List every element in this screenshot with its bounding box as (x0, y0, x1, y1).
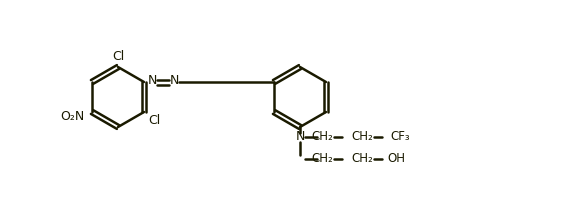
Text: CF₃: CF₃ (390, 130, 410, 144)
Text: CH₂: CH₂ (311, 153, 333, 166)
Text: Cl: Cl (148, 113, 160, 126)
Text: CH₂: CH₂ (311, 130, 333, 144)
Text: O₂N: O₂N (60, 110, 84, 122)
Text: CH₂: CH₂ (351, 153, 373, 166)
Text: OH: OH (387, 153, 405, 166)
Text: Cl: Cl (112, 51, 124, 64)
Text: N: N (148, 74, 157, 88)
Text: N: N (295, 130, 305, 144)
Text: N: N (169, 74, 178, 88)
Text: CH₂: CH₂ (351, 130, 373, 144)
